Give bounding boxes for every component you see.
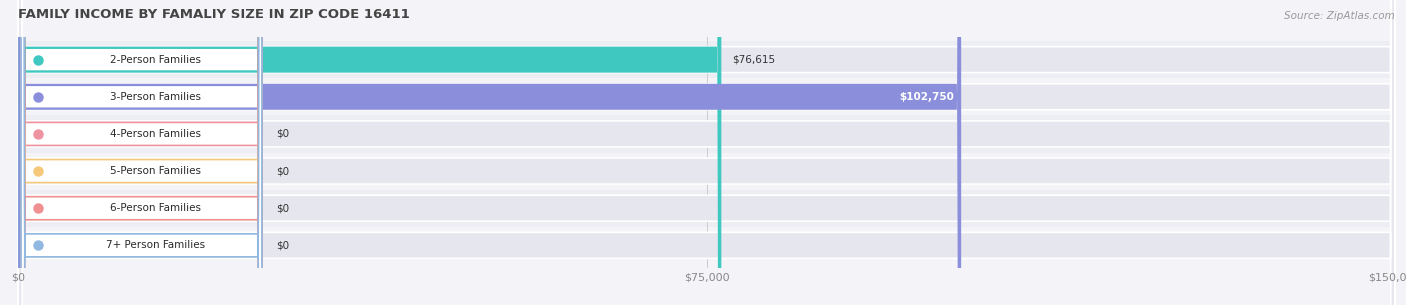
FancyBboxPatch shape	[21, 0, 262, 305]
Text: 2-Person Families: 2-Person Families	[111, 55, 201, 65]
Text: 5-Person Families: 5-Person Families	[111, 166, 201, 176]
Bar	[18, 190, 1395, 227]
FancyBboxPatch shape	[21, 0, 262, 305]
Bar	[18, 227, 1395, 264]
Bar	[18, 152, 1395, 190]
Text: 7+ Person Families: 7+ Person Families	[107, 240, 205, 250]
FancyBboxPatch shape	[18, 0, 962, 305]
Bar	[18, 41, 1395, 78]
FancyBboxPatch shape	[18, 0, 1395, 305]
Text: FAMILY INCOME BY FAMALIY SIZE IN ZIP CODE 16411: FAMILY INCOME BY FAMALIY SIZE IN ZIP COD…	[18, 8, 411, 21]
FancyBboxPatch shape	[18, 0, 1395, 305]
Text: $0: $0	[276, 203, 288, 213]
FancyBboxPatch shape	[21, 0, 262, 305]
Text: $76,615: $76,615	[733, 55, 776, 65]
FancyBboxPatch shape	[21, 0, 262, 305]
FancyBboxPatch shape	[18, 0, 1395, 305]
FancyBboxPatch shape	[18, 0, 1395, 305]
Text: $0: $0	[276, 129, 288, 139]
Text: Source: ZipAtlas.com: Source: ZipAtlas.com	[1284, 11, 1395, 21]
FancyBboxPatch shape	[18, 0, 1395, 305]
FancyBboxPatch shape	[18, 0, 1395, 305]
Text: $0: $0	[276, 240, 288, 250]
Text: 6-Person Families: 6-Person Families	[111, 203, 201, 213]
Bar	[18, 115, 1395, 152]
Text: 3-Person Families: 3-Person Families	[111, 92, 201, 102]
Text: $102,750: $102,750	[900, 92, 955, 102]
FancyBboxPatch shape	[21, 0, 262, 305]
Text: 4-Person Families: 4-Person Families	[111, 129, 201, 139]
FancyBboxPatch shape	[18, 0, 721, 305]
Text: $0: $0	[276, 166, 288, 176]
Bar	[18, 78, 1395, 115]
FancyBboxPatch shape	[21, 0, 262, 305]
